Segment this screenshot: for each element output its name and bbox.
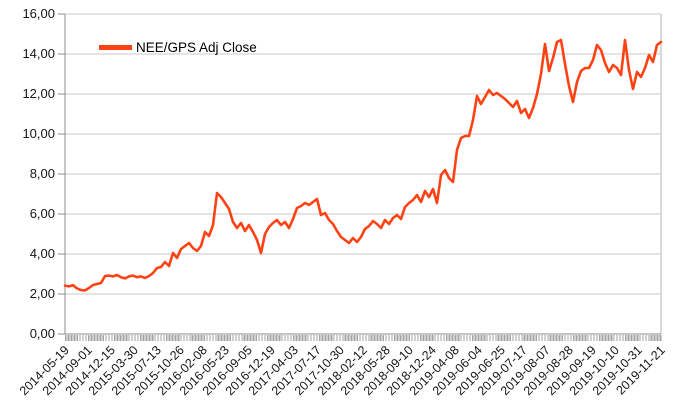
series-line xyxy=(63,38,663,292)
y-tick-label: 8,00 xyxy=(29,166,55,181)
y-tick-label: 4,00 xyxy=(29,246,55,261)
x-axis-minor-ticks xyxy=(65,335,662,341)
y-tick-label: 10,00 xyxy=(22,126,55,141)
y-tick-label: 16,00 xyxy=(22,6,55,21)
legend-label: NEE/GPS Adj Close xyxy=(136,39,257,55)
y-tick-label: 2,00 xyxy=(29,286,55,301)
y-tick-label: 14,00 xyxy=(22,46,55,61)
y-tick-label: 6,00 xyxy=(29,206,55,221)
y-tick-label: 0,00 xyxy=(29,326,55,341)
legend-line-swatch xyxy=(99,44,132,50)
y-tick-label: 12,00 xyxy=(22,86,55,101)
legend: NEE/GPS Adj Close xyxy=(99,39,257,55)
